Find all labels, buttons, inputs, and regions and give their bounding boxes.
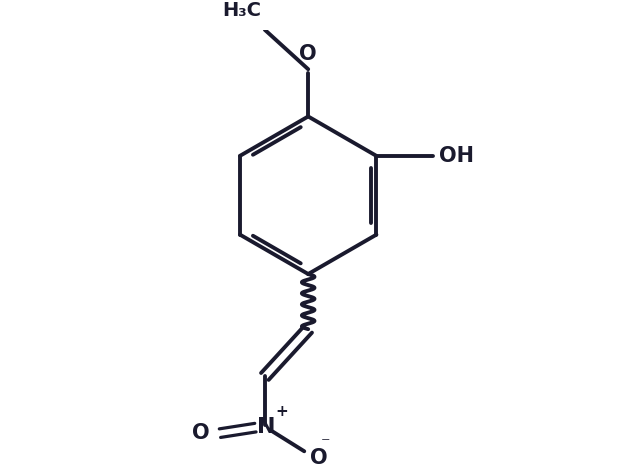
Text: H₃C: H₃C (222, 1, 261, 20)
Text: O: O (310, 447, 328, 468)
Text: N: N (257, 417, 276, 437)
Text: O: O (300, 44, 317, 64)
Text: ⁻: ⁻ (321, 435, 330, 453)
Text: O: O (192, 423, 210, 443)
Text: +: + (276, 404, 289, 419)
Text: OH: OH (438, 146, 474, 166)
